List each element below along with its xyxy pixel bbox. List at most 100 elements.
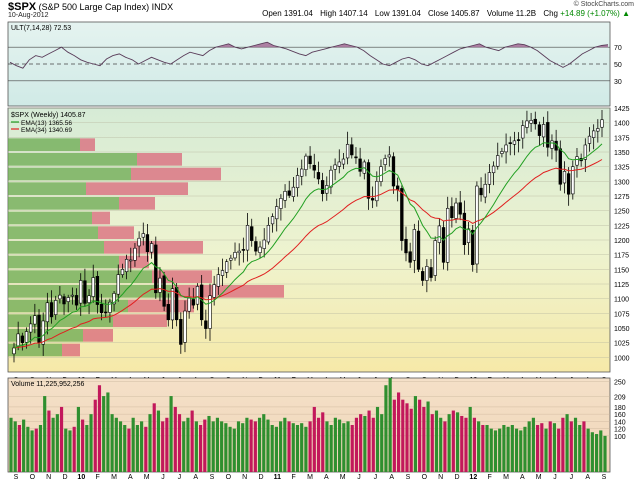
candle-up (112, 293, 116, 305)
vbp-up-bar (8, 343, 62, 357)
volume-bar (215, 417, 220, 472)
volume-bar (182, 421, 186, 472)
chg-arrow-icon: ▲ (622, 9, 630, 18)
candle-up (279, 198, 283, 209)
volume-bar (22, 419, 26, 472)
volume-x-tick: M (340, 474, 346, 480)
volume-bar (161, 421, 165, 472)
vbp-up-bar (8, 226, 98, 239)
volume-x-tick: D (454, 474, 459, 480)
volume-bar (257, 417, 262, 472)
vbp-up-bar (8, 285, 173, 298)
candle-down (316, 172, 321, 180)
price-tick-label: 1300 (614, 179, 630, 186)
volume-value: 11.2B (515, 9, 537, 18)
volume-x-tick: O (226, 474, 232, 480)
volume-bar (34, 428, 38, 472)
volume-bar (557, 428, 561, 472)
price-tick-label: 1400 (614, 121, 630, 128)
volume-bar (329, 425, 333, 472)
open-value: 1391.04 (283, 9, 313, 18)
volume-bar (552, 423, 557, 472)
volume-bar (582, 421, 586, 472)
volume-x-tick: N (46, 474, 51, 480)
candle-down (366, 162, 371, 199)
volume-bar (384, 385, 388, 472)
volume-bar (89, 414, 93, 472)
candle-down (558, 148, 562, 185)
candle-up (245, 225, 250, 251)
volume-bar (523, 426, 527, 472)
volume-bar (477, 421, 481, 472)
volume-bar (68, 430, 72, 472)
vbp-down-bar (128, 299, 194, 313)
candle-down (370, 198, 375, 201)
candle-up (341, 158, 346, 165)
ult-title: ULT(7,14,28) 72.53 (11, 25, 71, 32)
candle-down (154, 244, 158, 294)
candle-up (45, 302, 50, 323)
candle-up (583, 144, 587, 160)
volume-x-tick: 11 (274, 474, 282, 480)
volume-bar (245, 417, 249, 472)
candle-up (562, 171, 567, 184)
price-tick-label: 1425 (614, 106, 630, 113)
volume-x-tick: F (96, 474, 100, 480)
volume-x-tick: S (406, 474, 411, 480)
volume-bar (455, 412, 460, 472)
volume-bar (85, 425, 89, 472)
candle-up (24, 331, 29, 343)
vbp-down-bar (152, 270, 212, 283)
volume-bar (9, 417, 13, 472)
volume-x-tick: J (357, 474, 361, 480)
candle-down (179, 319, 183, 345)
volume-bar (26, 426, 30, 472)
volume-bar (76, 406, 80, 472)
volume-bar (531, 417, 535, 472)
volume-bar (363, 415, 367, 472)
volume-bar (291, 423, 295, 472)
volume-x-tick: D (62, 474, 67, 480)
volume-bar (283, 417, 287, 472)
candle-down (391, 156, 396, 187)
close-value: 1405.87 (450, 9, 480, 18)
vbp-down-bar (92, 211, 110, 225)
volume-bar (93, 399, 97, 472)
volume-bar (594, 434, 599, 472)
ema13-line (13, 142, 603, 349)
candle-up (54, 300, 58, 315)
candle-up (504, 144, 508, 153)
ema34-line (13, 159, 603, 349)
volume-x-tick: A (193, 474, 198, 480)
volume-bar (224, 423, 228, 472)
candle-down (396, 185, 400, 190)
candle-down (479, 187, 483, 196)
volume-bar (603, 435, 607, 472)
candle-down (62, 296, 66, 305)
candle-down (458, 202, 462, 215)
candle-up (529, 120, 533, 124)
candle-down (508, 142, 512, 144)
candle-up (70, 294, 75, 297)
volume-bar (498, 428, 502, 472)
candle-up (12, 347, 16, 355)
exchange: INDX (151, 2, 174, 12)
candle-up (220, 270, 225, 276)
ult-tick-label: 30 (614, 79, 622, 86)
candle-down (566, 173, 571, 195)
volume-x-tick: O (422, 474, 428, 480)
vbp-down-bar (131, 167, 221, 181)
candle-down (99, 303, 104, 314)
volume-x-tick: J (553, 474, 557, 480)
volume-bar (198, 425, 203, 472)
volume-bar (312, 406, 316, 472)
candle-down (74, 295, 79, 306)
chg-label: Chg (543, 9, 558, 18)
candle-down (312, 164, 316, 171)
volume-tick-label: 140 (614, 419, 626, 426)
candle-up (129, 259, 133, 262)
candle-up (437, 225, 442, 243)
volume-tick-label: 100 (614, 434, 626, 441)
volume-x-tick: M (307, 474, 313, 480)
